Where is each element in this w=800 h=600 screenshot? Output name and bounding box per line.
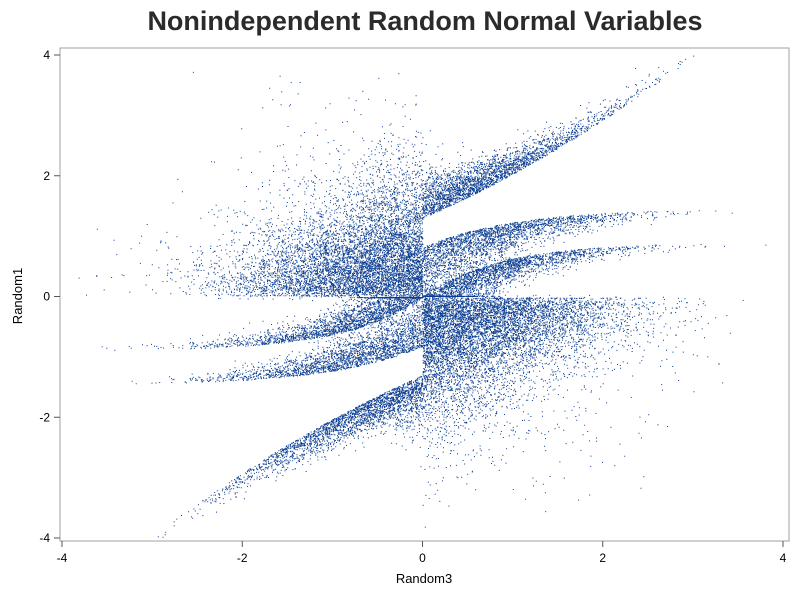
scatter-points	[116, 77, 720, 528]
y-tick-label: 2	[43, 169, 50, 183]
scatter-points	[128, 79, 705, 536]
x-tick-label: -4	[57, 551, 68, 565]
x-tick-label: -2	[237, 551, 248, 565]
scatter-points	[78, 70, 724, 513]
y-tick-label: -4	[39, 531, 50, 545]
y-tick-label: 4	[43, 48, 50, 62]
x-tick-label: 2	[599, 551, 606, 565]
x-tick-label: 0	[419, 551, 426, 565]
x-axis-title: Random3	[396, 571, 452, 586]
scatter-points	[96, 61, 733, 510]
plot-frame	[59, 47, 790, 542]
scatter-points	[86, 72, 744, 538]
chart-title: Nonindependent Random Normal Variables	[147, 6, 703, 36]
points-layer	[78, 55, 767, 538]
y-tick-label: -2	[39, 410, 50, 424]
y-tick-label: 0	[43, 290, 50, 304]
scatter-points	[111, 73, 717, 538]
axes-layer: -4 -2 0 2 4 -4 -2 0 2 4	[39, 48, 786, 565]
x-tick-label: 4	[780, 551, 787, 565]
y-axis-title: Random1	[10, 268, 25, 324]
scatter-points	[103, 58, 703, 520]
